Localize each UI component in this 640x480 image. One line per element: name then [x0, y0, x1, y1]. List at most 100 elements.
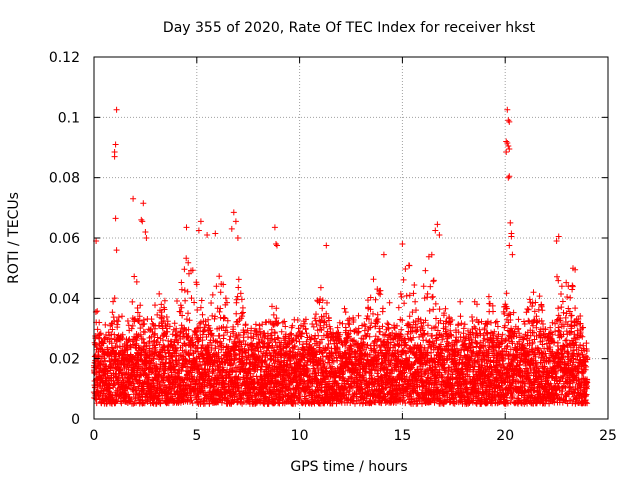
data-point: [240, 337, 247, 344]
data-point: [155, 371, 162, 378]
data-point: [178, 286, 185, 293]
data-point: [457, 298, 464, 305]
data-point: [214, 339, 221, 346]
data-point: [193, 281, 200, 288]
data-point: [291, 344, 298, 350]
data-point: [96, 319, 103, 326]
data-point: [227, 333, 234, 340]
data-point: [111, 295, 118, 302]
data-point: [156, 369, 163, 375]
data-point: [188, 295, 195, 302]
data-point: [119, 313, 125, 320]
data-point: [130, 400, 137, 407]
data-point: [166, 349, 173, 356]
data-point: [461, 321, 468, 328]
data-point: [370, 276, 377, 283]
data-point: [212, 366, 219, 373]
data-point: [133, 337, 140, 344]
data-point: [100, 388, 107, 395]
data-point: [213, 283, 220, 290]
data-point: [250, 335, 257, 342]
data-point: [131, 318, 138, 325]
data-point: [183, 255, 190, 262]
data-point: [274, 334, 281, 341]
data-point: [284, 386, 291, 392]
data-point: [282, 323, 289, 330]
data-point: [114, 321, 121, 328]
data-point: [384, 320, 391, 327]
data-point: [125, 322, 132, 329]
data-point: [178, 304, 185, 311]
data-point: [402, 400, 409, 407]
data-point: [242, 365, 249, 372]
data-point: [317, 284, 324, 291]
data-point: [110, 298, 117, 305]
data-point: [251, 368, 258, 375]
data-point: [118, 400, 125, 407]
data-point: [173, 347, 180, 354]
data-point: [117, 366, 124, 373]
data-point: [282, 331, 289, 338]
data-point: [148, 316, 155, 323]
grid: [94, 57, 608, 419]
data-point: [266, 362, 273, 369]
data-point: [222, 295, 229, 302]
data-point: [236, 332, 243, 339]
data-point: [274, 320, 281, 327]
data-point: [302, 316, 309, 323]
data-point: [187, 347, 194, 354]
data-point: [197, 304, 204, 311]
data-point: [129, 298, 136, 305]
data-point: [386, 299, 393, 306]
data-point: [296, 338, 303, 345]
data-point: [429, 294, 436, 301]
data-point: [307, 374, 314, 381]
data-point: [171, 320, 178, 327]
data-point: [177, 308, 184, 315]
data-point: [169, 331, 176, 338]
data-point: [196, 356, 203, 362]
data-point: [237, 290, 244, 297]
data-point: [442, 305, 449, 312]
data-point: [294, 317, 301, 323]
data-point: [207, 327, 214, 334]
data-point: [184, 288, 191, 295]
data-point: [115, 318, 122, 325]
data-point: [181, 287, 188, 294]
data-point: [401, 300, 408, 307]
data-point: [398, 293, 405, 300]
data-point: [220, 332, 227, 339]
data-point: [226, 371, 233, 378]
data-point: [237, 376, 244, 383]
data-point: [123, 345, 130, 352]
data-point: [151, 382, 157, 389]
data-point: [186, 317, 193, 324]
data-point: [377, 291, 384, 298]
data-point: [355, 312, 362, 319]
data-point: [174, 298, 180, 304]
data-point: [312, 350, 319, 357]
data-point: [407, 399, 413, 406]
data-point: [221, 380, 228, 387]
data-point: [420, 283, 427, 290]
data-point: [346, 315, 353, 322]
data-point: [142, 329, 148, 336]
data-point: [402, 266, 409, 272]
data-point: [108, 335, 115, 342]
data-point: [422, 267, 429, 274]
data-point: [248, 325, 255, 332]
data-point: [102, 321, 109, 328]
data-point: [160, 354, 167, 361]
data-point: [195, 348, 201, 355]
data-point: [161, 297, 168, 304]
data-point: [224, 329, 231, 336]
data-point: [271, 360, 278, 367]
data-point: [108, 321, 115, 327]
data-point: [119, 331, 126, 338]
data-point: [302, 325, 309, 332]
data-point: [131, 273, 138, 280]
data-point: [189, 267, 196, 274]
data-point: [400, 276, 407, 283]
data-point: [259, 363, 265, 370]
data-point: [186, 270, 192, 277]
